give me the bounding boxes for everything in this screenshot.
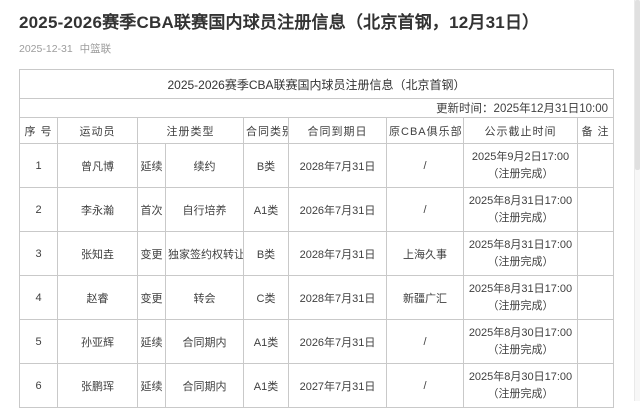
cell-former-club: 上海久事 bbox=[386, 231, 464, 277]
article-meta: 2025-12-31 中篮联 bbox=[19, 41, 613, 56]
publicity-status: （注册完成） bbox=[487, 343, 554, 356]
cell-remark bbox=[576, 143, 615, 189]
publicity-deadline-time: 2025年8月31日17:00 bbox=[468, 282, 573, 295]
cell-publicity-deadline: 2025年8月31日17:00 （注册完成） bbox=[463, 187, 578, 233]
cell-contract-expiry: 2028年7月31日 bbox=[288, 275, 387, 321]
page-title: 2025-2026赛季CBA联赛国内球员注册信息（北京首钢，12月31日） bbox=[19, 13, 540, 32]
table-row: 2 李永瀚 首次 自行培养 A1类 2026年7月31日 / 2025年8月31… bbox=[19, 187, 615, 233]
publicity-status: （注册完成） bbox=[487, 299, 554, 312]
cell-remark bbox=[576, 187, 615, 233]
publicity-deadline-time: 2025年8月31日17:00 bbox=[468, 238, 573, 251]
table-title-row: 2025-2026赛季CBA联赛国内球员注册信息（北京首钢） bbox=[18, 69, 615, 100]
cell-publicity-deadline: 2025年8月31日17:00 （注册完成） bbox=[463, 231, 578, 277]
cell-former-club: / bbox=[386, 319, 464, 365]
publicity-deadline-time: 2025年8月30日17:00 bbox=[468, 370, 573, 383]
cell-player: 赵睿 bbox=[57, 275, 138, 321]
cell-reg-method: 续约 bbox=[165, 143, 244, 189]
cell-remark bbox=[576, 319, 615, 365]
scrollbar-thumb[interactable] bbox=[635, 0, 640, 170]
col-header-former-club: 原CBA俱乐部 bbox=[386, 117, 464, 145]
cell-player: 张知垚 bbox=[57, 231, 138, 277]
cell-contract-class: B类 bbox=[243, 231, 289, 277]
cell-contract-class: A1类 bbox=[243, 187, 289, 233]
cell-remark bbox=[576, 231, 615, 277]
cell-contract-class: C类 bbox=[243, 275, 289, 321]
cell-publicity-deadline: 2025年8月30日17:00 （注册完成） bbox=[463, 319, 578, 365]
cell-reg-type: 变更 bbox=[137, 231, 166, 277]
source-name: 中篮联 bbox=[79, 43, 112, 56]
cell-contract-expiry: 2026年7月31日 bbox=[288, 187, 387, 233]
col-header-reg-type: 注册类型 bbox=[137, 117, 244, 145]
col-header-no: 序 号 bbox=[19, 117, 58, 145]
publicity-status: （注册完成） bbox=[487, 387, 554, 400]
table-header-row: 序 号 运动员 注册类型 合同类别 合同到期日 原CBA俱乐部 公示截止时间 备… bbox=[19, 117, 615, 145]
col-header-contract-expiry: 合同到期日 bbox=[288, 117, 387, 145]
publish-date: 2025-12-31 bbox=[19, 43, 73, 56]
publicity-status: （注册完成） bbox=[487, 211, 554, 224]
cell-player: 李永瀚 bbox=[57, 187, 138, 233]
cell-publicity-deadline: 2025年9月2日17:00 （注册完成） bbox=[463, 143, 578, 189]
col-header-remark: 备 注 bbox=[576, 117, 615, 145]
cell-no: 1 bbox=[19, 143, 58, 189]
table-update-row: 更新时间：2025年12月31日10:00 bbox=[18, 98, 615, 119]
cell-contract-expiry: 2026年7月31日 bbox=[288, 319, 387, 365]
cell-contract-expiry: 2028年7月31日 bbox=[288, 231, 387, 277]
registration-table: 2025-2026赛季CBA联赛国内球员注册信息（北京首钢） 更新时间：2025… bbox=[18, 69, 615, 408]
cell-contract-class: A1类 bbox=[243, 319, 289, 365]
cell-reg-type: 延续 bbox=[137, 143, 166, 189]
cell-former-club: / bbox=[386, 187, 464, 233]
cell-contract-expiry: 2028年7月31日 bbox=[288, 143, 387, 189]
publicity-status: （注册完成） bbox=[487, 167, 554, 180]
scrollbar[interactable] bbox=[634, 0, 640, 401]
col-header-publicity-deadline: 公示截止时间 bbox=[463, 117, 578, 145]
publicity-deadline-time: 2025年8月30日17:00 bbox=[468, 326, 573, 339]
publicity-deadline-time: 2025年8月31日17:00 bbox=[468, 194, 573, 207]
cell-reg-method: 独家签约权转让 bbox=[165, 231, 244, 277]
cell-player: 曾凡博 bbox=[57, 143, 138, 189]
cell-reg-type: 延续 bbox=[137, 319, 166, 365]
cell-player: 孙亚辉 bbox=[57, 319, 138, 365]
cell-reg-method: 合同期内 bbox=[165, 319, 244, 365]
cell-reg-method: 自行培养 bbox=[165, 187, 244, 233]
publicity-deadline-time: 2025年9月2日17:00 bbox=[471, 150, 570, 163]
cell-no: 3 bbox=[19, 231, 58, 277]
cell-reg-method: 转会 bbox=[165, 275, 244, 321]
cell-contract-class: B类 bbox=[243, 143, 289, 189]
table-row: 3 张知垚 变更 独家签约权转让 B类 2028年7月31日 上海久事 2025… bbox=[19, 231, 615, 277]
cell-former-club: 新疆广汇 bbox=[386, 275, 464, 321]
cell-no: 5 bbox=[19, 319, 58, 365]
cell-remark bbox=[576, 275, 615, 321]
cell-reg-type: 变更 bbox=[137, 275, 166, 321]
col-header-player: 运动员 bbox=[57, 117, 138, 145]
table-row: 5 孙亚辉 延续 合同期内 A1类 2026年7月31日 / 2025年8月30… bbox=[19, 319, 615, 365]
cell-former-club: / bbox=[386, 143, 464, 189]
table-title: 2025-2026赛季CBA联赛国内球员注册信息（北京首钢） bbox=[18, 69, 615, 100]
cell-reg-type: 首次 bbox=[137, 187, 166, 233]
table-row: 1 曾凡博 延续 续约 B类 2028年7月31日 / 2025年9月2日17:… bbox=[19, 143, 615, 189]
publicity-status: （注册完成） bbox=[487, 255, 554, 268]
col-header-contract-class: 合同类别 bbox=[243, 117, 289, 145]
cell-no: 4 bbox=[19, 275, 58, 321]
cell-publicity-deadline: 2025年8月31日17:00 （注册完成） bbox=[463, 275, 578, 321]
cell-no: 2 bbox=[19, 187, 58, 233]
update-time: 更新时间：2025年12月31日10:00 bbox=[18, 98, 615, 119]
cell-publicity-deadline: 2025年8月30日17:00 （注册完成） bbox=[463, 363, 578, 408]
table-row: 4 赵睿 变更 转会 C类 2028年7月31日 新疆广汇 2025年8月31日… bbox=[19, 275, 615, 321]
